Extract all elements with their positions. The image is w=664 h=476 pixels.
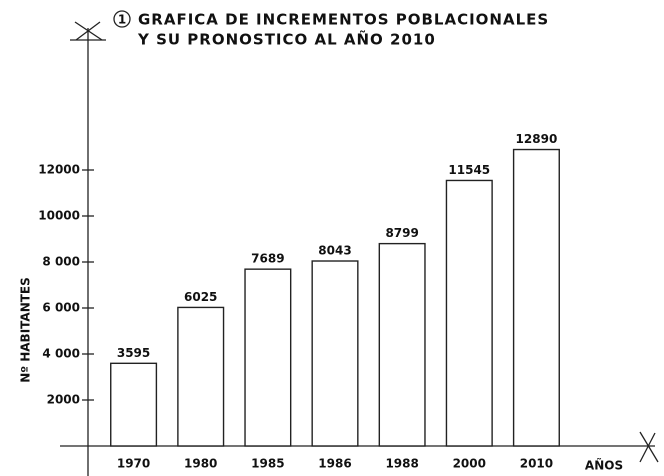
x-axis-label: AÑOS — [585, 458, 623, 473]
bar — [177, 306, 225, 447]
x-tick-label: 1980 — [184, 457, 217, 471]
data-label: 3595 — [117, 346, 150, 360]
figure-number: 1 — [118, 13, 126, 27]
data-label: 12890 — [516, 132, 558, 146]
y-tick-label: 6 000 — [42, 301, 80, 315]
bar — [512, 148, 560, 447]
data-label: 6025 — [184, 290, 217, 304]
axis-end-mark — [639, 431, 659, 463]
axis-end-mark — [75, 21, 101, 41]
x-tick-label: 2000 — [453, 457, 486, 471]
bar — [445, 179, 493, 447]
y-tick-label: 12000 — [38, 163, 80, 177]
y-tick-label: 2000 — [47, 393, 80, 407]
chart-subtitle: Y SU PRONOSTICO AL AÑO 2010 — [137, 30, 436, 49]
y-axis-label: Nº HABITANTES — [19, 277, 33, 383]
data-label: 8799 — [385, 226, 418, 240]
bar — [244, 268, 292, 447]
x-tick-label: 2010 — [520, 457, 553, 471]
data-label: 11545 — [448, 163, 490, 177]
y-tick-label: 10000 — [38, 209, 80, 223]
y-tick-label: 8 000 — [42, 255, 80, 269]
bar — [110, 362, 158, 447]
figure-number-circle — [113, 10, 131, 28]
bar — [378, 242, 426, 447]
x-tick-label: 1988 — [385, 457, 418, 471]
x-tick-label: 1970 — [117, 457, 150, 471]
y-tick-label: 4 000 — [42, 347, 80, 361]
bar — [311, 260, 359, 447]
chart-title: GRAFICA DE INCREMENTOS POBLACIONALES — [138, 11, 549, 29]
data-label: 7689 — [251, 252, 284, 266]
x-tick-label: 1986 — [318, 457, 351, 471]
data-label: 8043 — [318, 244, 351, 258]
axis-end-mark — [639, 432, 656, 463]
x-tick-label: 1985 — [251, 457, 284, 471]
